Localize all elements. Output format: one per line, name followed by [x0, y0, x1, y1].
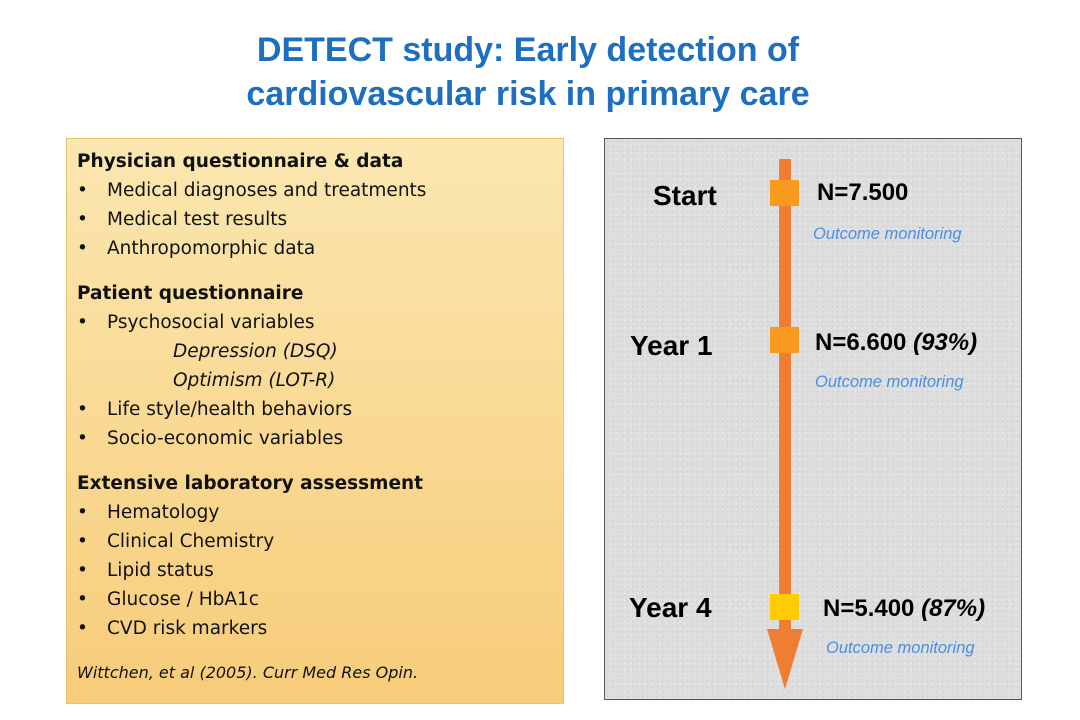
sub-item-text: Depression (DSQ)	[173, 341, 338, 362]
list-item-text: Medical diagnoses and treatments	[107, 180, 427, 201]
stage-label-start: Start	[653, 180, 717, 211]
sample-size-year1: N=6.600 (93%)	[815, 329, 977, 357]
title-line-2: cardiovascular risk in primary care	[246, 75, 810, 113]
stage-label-year1: Year 1	[630, 330, 713, 361]
section-patient: Patient questionnaire • Psychosocial var…	[77, 279, 553, 453]
bullet-icon: •	[77, 589, 88, 610]
bullet-icon: •	[77, 428, 88, 449]
retention-percent: (87%)	[921, 595, 986, 622]
section-heading: Extensive laboratory assessment	[77, 473, 424, 494]
list-item-text: Life style/health behaviors	[107, 399, 353, 420]
stage-marker-year1	[770, 327, 799, 353]
timeline-arrow-head	[767, 629, 803, 689]
list-item: • Anthropomorphic data	[77, 234, 553, 263]
list-item-text: Lipid status	[107, 560, 214, 581]
list-item: • Lipid status	[77, 556, 553, 585]
bullet-icon: •	[77, 531, 88, 552]
list-item: • Life style/health behaviors	[77, 395, 553, 424]
bullet-icon: •	[77, 560, 88, 581]
sample-size-year4: N=5.400 (87%)	[823, 595, 985, 623]
sub-list-item: Depression (DSQ)	[77, 337, 553, 366]
bullet-icon: •	[77, 312, 88, 333]
stage-marker-start	[770, 180, 799, 206]
list-item: • Medical diagnoses and treatments	[77, 176, 553, 205]
stage-label-year4: Year 4	[629, 592, 712, 623]
timeline-graphic	[767, 159, 803, 689]
section-physician: Physician questionnaire & data • Medical…	[77, 147, 553, 263]
list-item-text: Psychosocial variables	[107, 312, 315, 333]
list-item-text: Clinical Chemistry	[107, 531, 275, 552]
bullet-icon: •	[77, 399, 88, 420]
section-laboratory: Extensive laboratory assessment • Hemato…	[77, 469, 553, 643]
sample-size-start: N=7.500	[817, 179, 908, 207]
list-item-text: Anthropomorphic data	[107, 238, 316, 259]
list-item: • Hematology	[77, 498, 553, 527]
list-item-text: Socio-economic variables	[107, 428, 344, 449]
slide-title: DETECT study: Early detection of cardiov…	[0, 28, 1056, 116]
list-item-text: Medical test results	[107, 209, 288, 230]
timeline-panel: Start N=7.500 Outcome monitoring Year 1 …	[604, 138, 1022, 700]
sub-list-item: Optimism (LOT-R)	[77, 366, 553, 395]
list-item-text: Hematology	[107, 502, 220, 523]
timeline-arrow-shaft	[779, 159, 791, 641]
outcome-monitoring-year4: Outcome monitoring	[826, 639, 975, 657]
sub-item-text: Optimism (LOT-R)	[173, 370, 336, 391]
list-item-text: Glucose / HbA1c	[107, 589, 259, 610]
bullet-icon: •	[77, 209, 88, 230]
outcome-monitoring-year1: Outcome monitoring	[815, 373, 964, 391]
list-item: • Psychosocial variables	[77, 308, 553, 337]
list-item: • CVD risk markers	[77, 614, 553, 643]
section-heading: Patient questionnaire	[77, 283, 304, 304]
citation: Wittchen, et al (2005). Curr Med Res Opi…	[77, 663, 419, 682]
list-item: • Glucose / HbA1c	[77, 585, 553, 614]
list-item-text: CVD risk markers	[107, 618, 268, 639]
bullet-icon: •	[77, 180, 88, 201]
sample-size-value: N=6.600	[815, 329, 907, 356]
data-collection-panel: Physician questionnaire & data • Medical…	[66, 138, 564, 704]
retention-percent: (93%)	[913, 329, 978, 356]
bullet-icon: •	[77, 618, 88, 639]
bullet-icon: •	[77, 502, 88, 523]
list-item: • Clinical Chemistry	[77, 527, 553, 556]
section-heading: Physician questionnaire & data	[77, 151, 404, 172]
sample-size-value: N=5.400	[823, 595, 915, 622]
bullet-icon: •	[77, 238, 88, 259]
title-line-1: DETECT study: Early detection of	[256, 31, 800, 69]
sample-size-value: N=7.500	[817, 179, 909, 206]
list-item: • Socio-economic variables	[77, 424, 553, 453]
outcome-monitoring-start: Outcome monitoring	[813, 225, 962, 243]
list-item: • Medical test results	[77, 205, 553, 234]
stage-marker-year4	[770, 594, 799, 620]
